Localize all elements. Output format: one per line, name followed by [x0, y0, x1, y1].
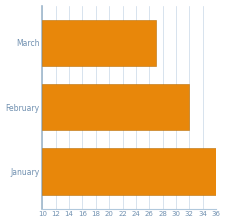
Bar [42, 84, 188, 130]
Bar [42, 20, 155, 66]
Bar [42, 148, 215, 194]
